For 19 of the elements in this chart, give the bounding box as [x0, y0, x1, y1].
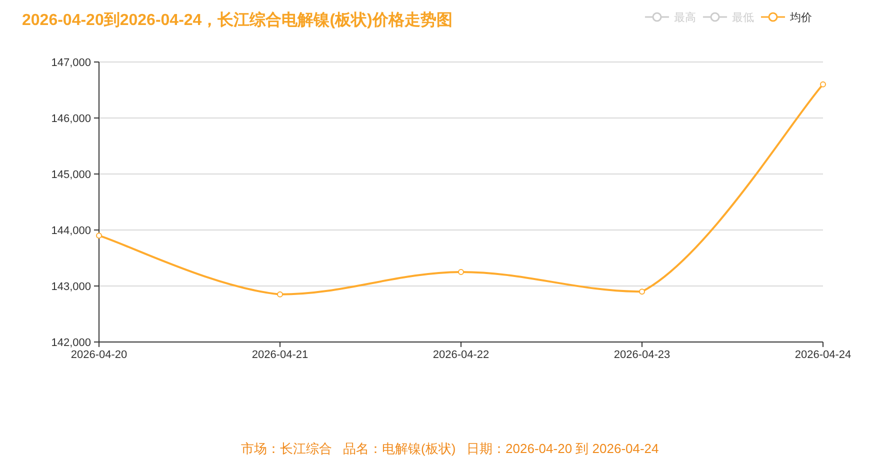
y-tick-label: 142,000: [51, 337, 91, 349]
point: [639, 288, 645, 295]
x-tick-label: 2026-04-23: [614, 349, 670, 361]
point: [820, 81, 826, 88]
chart-title: 2026-04-20到2026-04-24，长江综合电解镍(板状)价格走势图: [22, 11, 452, 29]
point: [277, 291, 283, 298]
y-tick-label: 143,000: [51, 281, 91, 293]
x-tick-label: 2026-04-21: [252, 349, 308, 361]
legend-label: 均价: [789, 12, 812, 24]
x-tick-label: 2026-04-24: [794, 349, 852, 361]
point: [458, 269, 464, 275]
y-tick-label: 146,000: [51, 113, 91, 125]
y-tick-label: 147,000: [51, 57, 91, 69]
text: 市场：长江综合 品名：电解镍(板状) 日期：2026-04-20 到 2026-04-24: [241, 441, 659, 456]
x-tick-label: 2026-04-20: [70, 349, 128, 361]
x-tick-label: 2026-04-22: [432, 349, 490, 361]
y-tick-label: 145,000: [51, 169, 91, 181]
y-tick-label: 144,000: [51, 225, 91, 237]
point: [96, 232, 102, 239]
